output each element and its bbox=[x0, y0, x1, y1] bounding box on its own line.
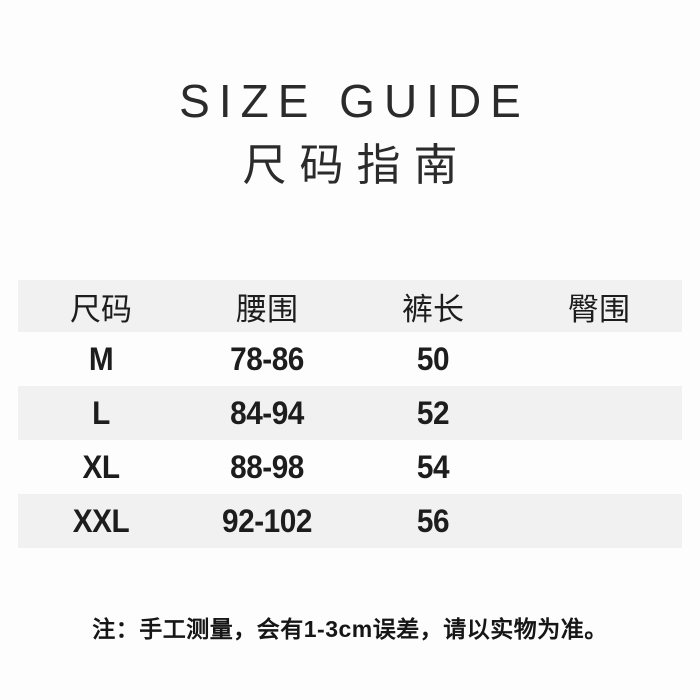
table-row-m: M 78-86 50 bbox=[18, 332, 682, 386]
cell-waist: 92-102 bbox=[222, 502, 312, 539]
cell-length: 52 bbox=[416, 394, 450, 431]
size-table: 尺码 腰围 裤长 臀围 M 78-86 50 L 84-94 52 XL 88-… bbox=[18, 280, 682, 548]
column-header-waist: 腰围 bbox=[236, 291, 298, 327]
cell-size: XXL bbox=[72, 502, 130, 539]
cell-length: 50 bbox=[416, 340, 450, 377]
measurement-note: 注：手工测量，会有1-3cm误差，请以实物为准。 bbox=[92, 616, 608, 642]
table-row-xl: XL 88-98 54 bbox=[18, 440, 682, 494]
page-title: SIZE GUIDE bbox=[179, 75, 530, 127]
cell-length: 54 bbox=[416, 448, 450, 485]
cell-waist: 78-86 bbox=[230, 340, 304, 377]
cell-waist: 84-94 bbox=[230, 394, 304, 431]
column-header-size: 尺码 bbox=[70, 291, 132, 327]
table-header-row: 尺码 腰围 裤长 臀围 bbox=[18, 280, 682, 332]
table-row-l: L 84-94 52 bbox=[18, 386, 682, 440]
page-subtitle: 尺码指南 bbox=[242, 141, 471, 190]
cell-size: XL bbox=[82, 448, 120, 485]
cell-waist: 88-98 bbox=[230, 448, 304, 485]
table-row-xxl: XXL 92-102 56 bbox=[18, 494, 682, 548]
column-header-length: 裤长 bbox=[402, 291, 464, 327]
cell-length: 56 bbox=[416, 502, 450, 539]
column-header-hip: 臀围 bbox=[568, 291, 630, 327]
cell-size: M bbox=[88, 340, 114, 377]
cell-size: L bbox=[92, 394, 110, 431]
